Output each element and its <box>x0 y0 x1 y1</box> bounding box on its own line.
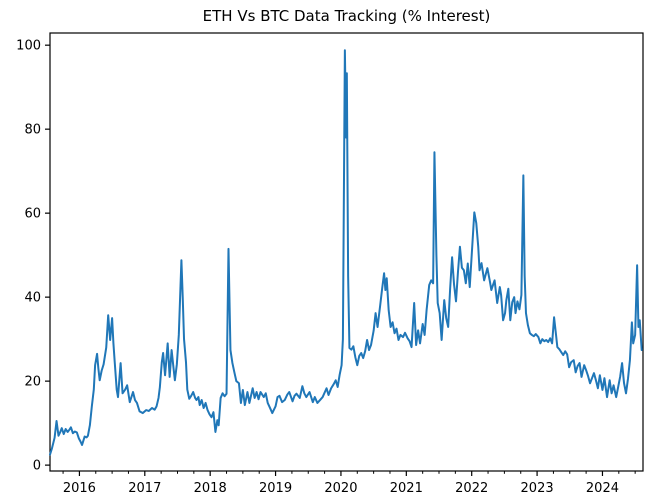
data-line <box>49 49 643 456</box>
y-tick-label: 0 <box>33 459 41 474</box>
x-tick-label: 2024 <box>586 481 619 496</box>
x-tick-label: 2021 <box>390 481 423 496</box>
axes: 0 20 40 60 80 100 2016 2017 2018 2019 2020 2021 2022… <box>16 32 644 496</box>
y-tick-label: 80 <box>24 123 41 138</box>
x-tick-label: 2023 <box>521 481 554 496</box>
y-tick-label: 40 <box>24 291 41 306</box>
y-tick-label: 20 <box>24 375 41 390</box>
x-tick-label: 2017 <box>128 481 161 496</box>
x-tick-label: 2019 <box>259 481 292 496</box>
x-tick-label: 2016 <box>63 481 96 496</box>
chart-title: ETH Vs BTC Data Tracking (% Interest) <box>203 7 491 25</box>
x-tick-label: 2018 <box>194 481 227 496</box>
x-tick-label: 2022 <box>455 481 488 496</box>
y-tick-label: 100 <box>16 39 41 54</box>
y-tick-label: 60 <box>24 207 41 222</box>
data-series <box>49 49 643 456</box>
x-tick-label: 2020 <box>324 481 357 496</box>
plot-frame <box>49 32 644 472</box>
